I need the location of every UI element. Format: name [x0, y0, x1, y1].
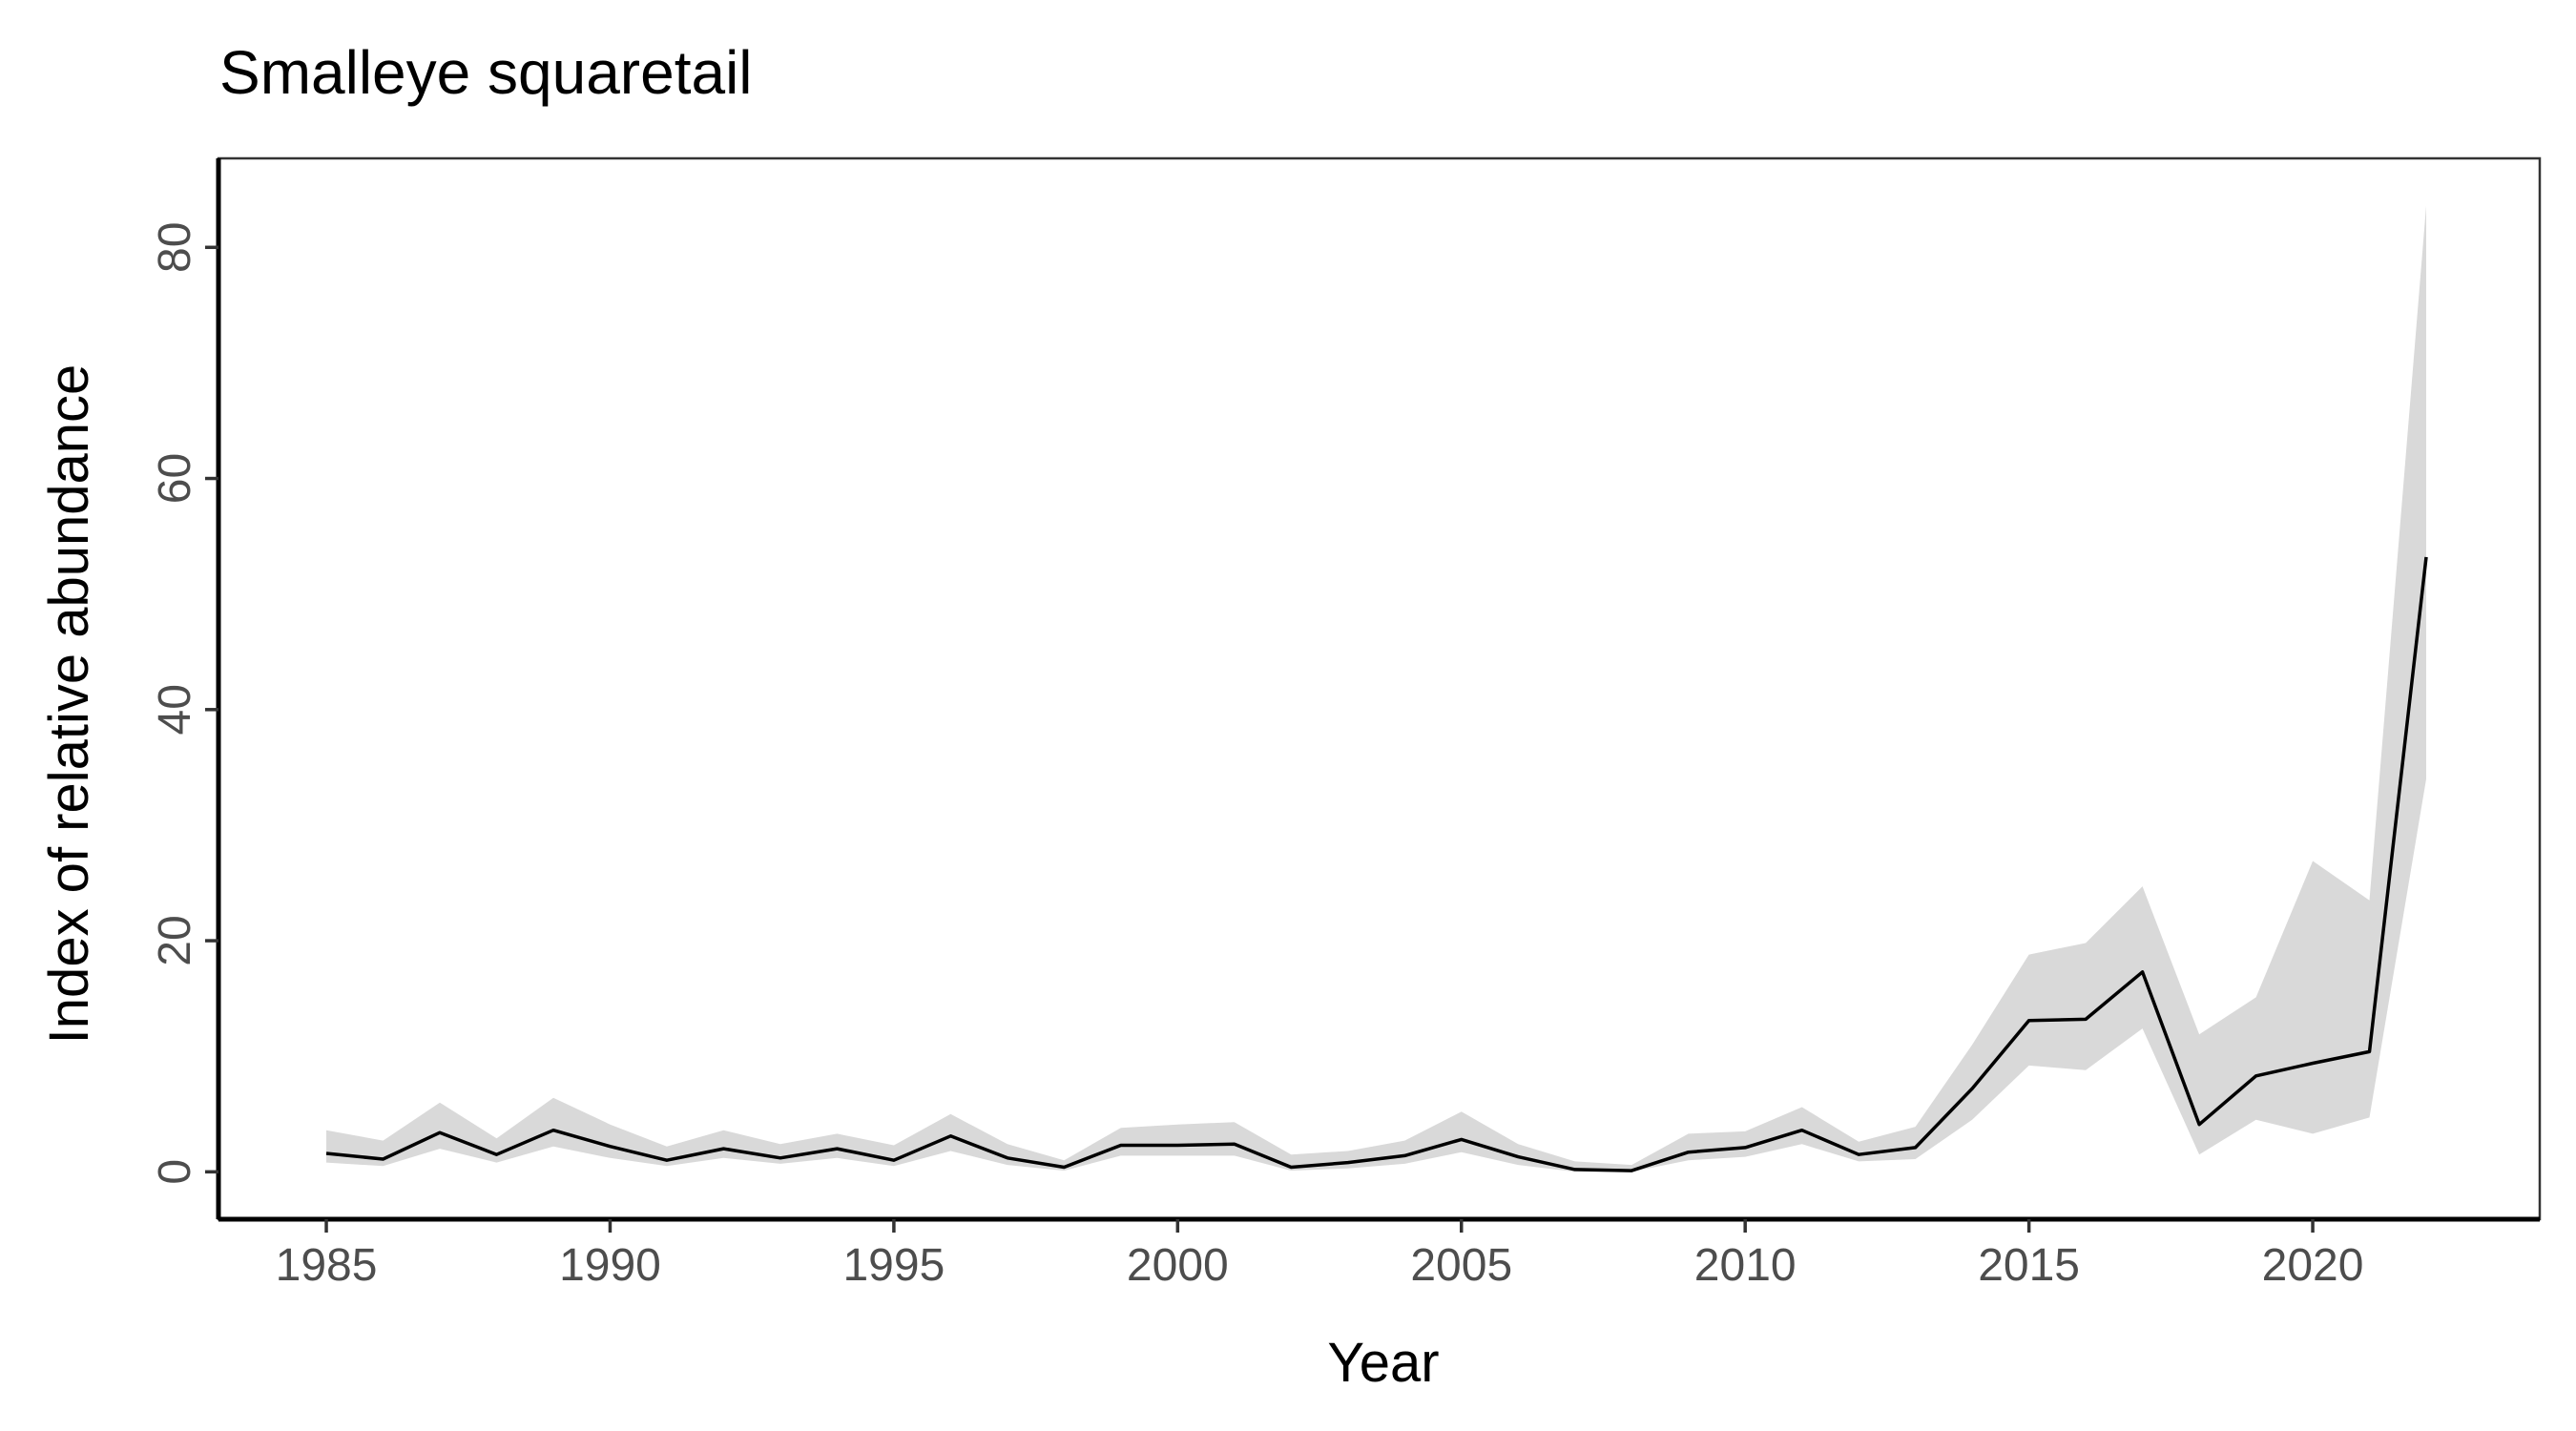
x-tick-label-2005: 2005 [1410, 1240, 1512, 1291]
index-line [325, 556, 2428, 1172]
x-axis-ticks: 1985 1990 1995 2000 2005 2010 2015 2020 [276, 1219, 2364, 1291]
x-tick-label-2000: 2000 [1127, 1240, 1229, 1291]
y-tick-label-60: 60 [150, 453, 200, 504]
chart-title: Smalleye squaretail [219, 38, 753, 107]
y-axis-ticks: 0 20 40 60 80 [150, 222, 218, 1185]
y-tick-label-0: 0 [150, 1159, 200, 1185]
y-axis-title: Index of relative abundance [38, 364, 100, 1045]
y-tick-label-20: 20 [150, 915, 200, 965]
x-tick-label-2015: 2015 [1978, 1240, 2080, 1291]
data-points [322, 553, 2430, 1174]
y-tick-label-80: 80 [150, 222, 200, 273]
confidence-band [326, 205, 2426, 1172]
plot-area [322, 205, 2430, 1174]
x-tick-label-1995: 1995 [842, 1240, 945, 1291]
x-tick-label-2020: 2020 [2262, 1240, 2364, 1291]
x-axis-title: Year [1327, 1332, 1439, 1394]
x-tick-label-2010: 2010 [1694, 1240, 1797, 1291]
x-tick-label-1985: 1985 [276, 1240, 378, 1291]
x-tick-label-1990: 1990 [559, 1240, 661, 1291]
y-tick-label-40: 40 [150, 684, 200, 735]
